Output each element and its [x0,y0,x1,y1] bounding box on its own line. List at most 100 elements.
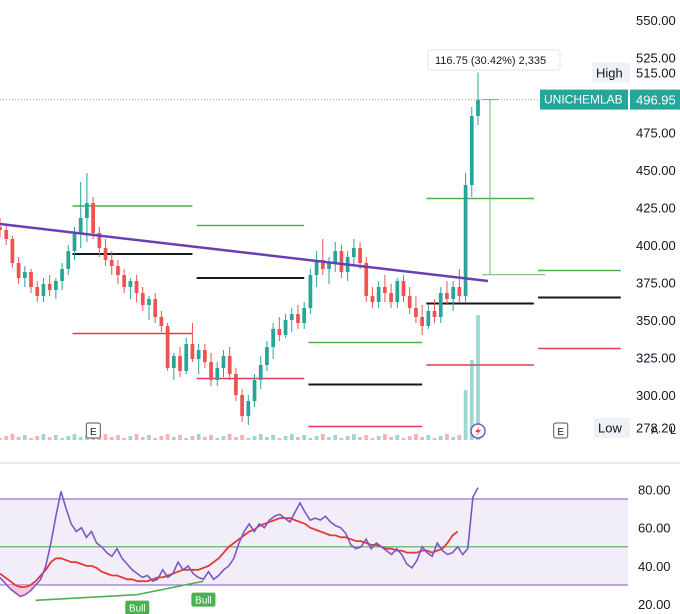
candle [97,227,102,257]
volume-bar [389,437,393,440]
candle-body [128,281,133,287]
price-axis[interactable]: 550.00 525.00 475.00 450.00 425.00 400.00 375.… [636,13,676,403]
candle [240,389,244,422]
volume-bar [252,436,257,440]
candle [296,305,300,329]
candle-body [426,311,431,326]
candle [209,353,213,386]
candle-body [147,299,151,305]
rsi-line [0,487,479,598]
candle-body [134,281,139,293]
volume-bar [327,437,331,440]
candle-body [234,374,238,395]
candle-body [140,293,145,305]
candle-body [277,329,282,335]
candle-body [246,401,251,416]
symbol-tag-bg [540,89,628,110]
high-marker: High 515.00 [592,62,676,83]
candle-body [54,281,58,290]
candle [122,269,127,293]
candle [159,311,164,332]
candle-body [383,287,387,293]
volume-bar [91,438,95,440]
volume-bar [283,436,288,440]
candle-body [91,203,95,233]
candle [41,278,46,302]
candle-body [153,299,158,317]
volume-bar [103,434,108,440]
volume-bar [234,437,238,440]
candle-body [171,356,176,368]
candle-body [271,329,276,347]
candle [333,242,338,272]
candle [190,323,195,362]
low-label-bg [594,417,630,438]
candle-body [66,251,71,269]
candle-body [457,287,462,296]
earnings-marker-box [85,422,101,439]
volume-bar [171,437,176,440]
candle [221,350,226,377]
candle-body [72,233,77,251]
volume-bar [345,436,350,440]
volume-bar [60,438,64,440]
candle [54,278,58,299]
measure-label: 116.75 (30.42%) 2,335 [435,55,546,67]
high-value: 515.00 [636,66,676,81]
candle [153,293,158,323]
earnings-marker-label: E [90,427,97,438]
volume-bar [246,438,251,440]
volume-bar [351,434,356,440]
candle [476,72,480,125]
candle-body [252,380,257,401]
candle-body [445,293,449,299]
lightning-icon[interactable] [470,423,486,439]
volume-bar [383,434,387,440]
candle-body [35,287,40,296]
candle [234,368,238,401]
trendline[interactable] [0,222,489,283]
candle-body [327,263,331,269]
candle [29,269,33,293]
candle [103,239,108,266]
candle-body [165,326,170,368]
candle [140,287,145,311]
volume-bar [302,435,307,440]
candle-body [215,368,220,380]
candle [265,341,269,371]
volume-bar [407,436,412,440]
volume-bar [395,435,400,440]
candle-body [122,275,127,287]
volume-bar [72,434,77,440]
volume-bar [29,438,33,440]
candle [414,296,418,323]
candle [22,266,27,287]
measure-tool[interactable]: 116.75 (30.42%) 2,335 [427,49,561,276]
candle [445,281,449,305]
candle-body [320,260,325,269]
volume-bar [258,434,263,440]
candle-body [364,263,369,296]
rsi-axis[interactable]: 80.00 60.00 40.00 20.00 [638,482,671,612]
candle [258,356,263,389]
candle [178,347,182,377]
candle-body [202,350,207,362]
volume-bar [122,438,127,440]
bullish-divergence-line [35,580,204,602]
candle [60,263,64,290]
rsi-pane: Bull Bull 80.00 60.00 40.00 20.00 [0,482,671,614]
candle-body [420,317,424,326]
price-tick-label: 450.00 [636,163,676,178]
candle-body [240,395,244,416]
candle-body [29,272,33,287]
candle-body [463,185,468,296]
candle [351,239,356,266]
volume-bar [54,435,58,440]
candle [0,218,2,238]
volume-bar [209,435,213,440]
price-tick-label: 550.00 [636,13,676,28]
volume-bar [153,438,158,440]
low-value: 278.20 [636,421,676,436]
